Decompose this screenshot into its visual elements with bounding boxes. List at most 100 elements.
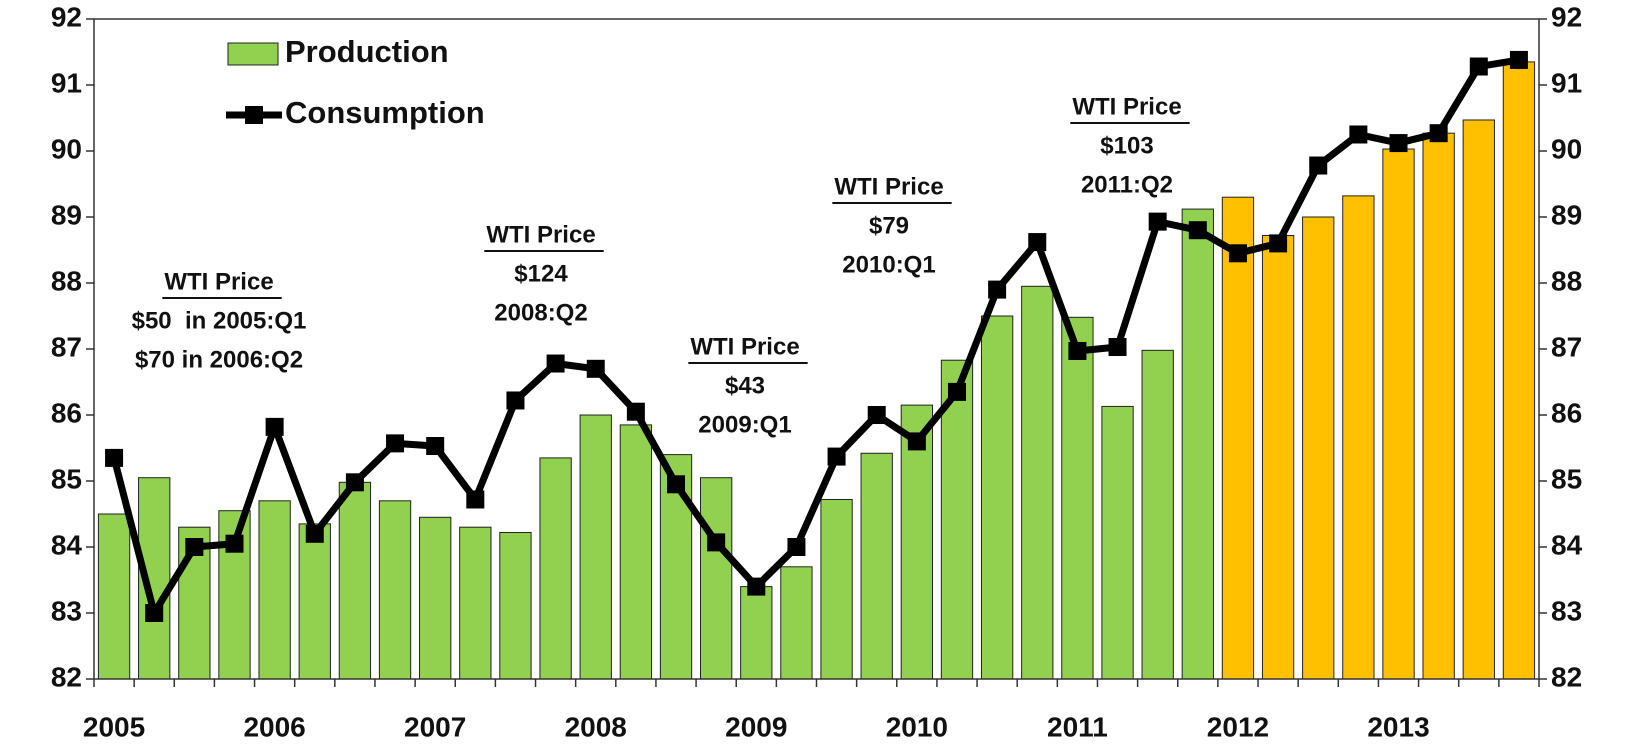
- bar: [1382, 148, 1415, 680]
- marker: [626, 402, 645, 421]
- y2-tick-label: 84: [1551, 529, 1583, 560]
- marker: [145, 604, 164, 622]
- y-tick-label: 82: [51, 661, 82, 692]
- marker: [345, 473, 364, 492]
- y2-tick-label: 89: [1551, 199, 1582, 230]
- bar: [1342, 195, 1375, 680]
- y2-tick-label: 88: [1551, 265, 1582, 296]
- x-tick-label: 2009: [725, 711, 787, 742]
- bar: [820, 498, 853, 680]
- x-tick-label: 2012: [1207, 711, 1269, 742]
- legend-swatch: [227, 42, 279, 66]
- bar: [298, 523, 331, 680]
- bar: [1302, 216, 1335, 680]
- legend-marker: [245, 106, 263, 124]
- bar: [97, 513, 131, 680]
- marker: [1509, 50, 1528, 69]
- x-tick-label: 2008: [565, 711, 627, 742]
- y-tick-label: 92: [51, 1, 82, 32]
- annotation-line: 2010:Q1: [842, 251, 935, 278]
- bar: [539, 457, 572, 680]
- annotation-title: WTI Price: [1072, 93, 1181, 120]
- marker: [1068, 341, 1087, 360]
- annotation-line: $70 in 2006:Q2: [135, 346, 303, 373]
- annotation-line: $124: [514, 260, 568, 287]
- bar: [419, 516, 452, 680]
- y2-tick-label: 87: [1551, 331, 1582, 362]
- marker: [787, 538, 806, 556]
- marker: [947, 382, 966, 401]
- annotation-line: $79: [869, 212, 909, 239]
- marker: [185, 538, 204, 556]
- legend-label: Production: [285, 34, 449, 69]
- y2-tick-label: 85: [1551, 463, 1582, 494]
- bar: [1502, 61, 1536, 680]
- bar: [499, 531, 532, 680]
- bar: [860, 452, 893, 680]
- annotation-title: WTI Price: [164, 268, 273, 295]
- marker: [707, 533, 726, 552]
- x-tick-label: 2007: [404, 711, 466, 742]
- marker: [1389, 134, 1408, 153]
- bar: [579, 414, 612, 680]
- marker: [1108, 338, 1127, 357]
- bar: [980, 315, 1014, 680]
- marker: [1148, 212, 1167, 231]
- annotation-title: WTI Price: [834, 173, 943, 200]
- bar: [780, 566, 813, 680]
- marker: [1349, 125, 1368, 144]
- marker: [265, 417, 284, 436]
- marker: [426, 437, 445, 456]
- x-tick-label: 2011: [1047, 711, 1108, 742]
- marker: [1188, 221, 1207, 240]
- y2-tick-label: 91: [1551, 67, 1582, 98]
- annotation-line: $50 in 2005:Q1: [132, 307, 307, 334]
- marker: [386, 434, 405, 453]
- annotation-line: $43: [725, 372, 765, 399]
- marker: [466, 490, 485, 509]
- bar: [740, 586, 773, 680]
- bar: [338, 481, 372, 680]
- bar: [1101, 405, 1134, 680]
- marker: [827, 447, 846, 466]
- bar: [1221, 196, 1255, 680]
- marker: [988, 280, 1007, 299]
- y-tick-label: 91: [51, 67, 82, 98]
- y-tick-label: 85: [51, 463, 82, 494]
- marker: [1469, 57, 1488, 76]
- bar: [940, 359, 974, 680]
- y2-tick-label: 92: [1551, 1, 1582, 32]
- marker: [546, 354, 565, 373]
- y-tick-label: 90: [51, 133, 82, 164]
- bar: [258, 500, 291, 680]
- y-tick-label: 86: [51, 397, 82, 428]
- legend-label: Consumption: [285, 95, 485, 130]
- marker: [586, 359, 605, 378]
- bar: [1141, 349, 1174, 680]
- marker: [907, 432, 926, 451]
- annotation-title: WTI Price: [486, 221, 595, 248]
- y-tick-label: 83: [51, 595, 82, 626]
- y-tick-label: 88: [51, 265, 82, 296]
- bar: [659, 454, 693, 680]
- x-tick-label: 2006: [243, 711, 305, 742]
- marker: [506, 391, 525, 410]
- bar: [1261, 234, 1295, 680]
- marker: [867, 406, 886, 424]
- y2-tick-label: 82: [1551, 661, 1582, 692]
- marker: [1429, 124, 1448, 143]
- annotation-line: 2009:Q1: [698, 411, 791, 438]
- bar: [619, 424, 653, 680]
- bar: [1422, 132, 1455, 680]
- bar: [459, 526, 492, 680]
- bar: [1462, 119, 1495, 680]
- bar: [378, 500, 412, 680]
- marker: [1309, 156, 1328, 175]
- x-tick-label: 2013: [1367, 711, 1429, 742]
- y2-tick-label: 83: [1551, 595, 1582, 626]
- y-tick-label: 87: [51, 331, 82, 362]
- marker: [305, 524, 324, 543]
- y2-tick-label: 90: [1551, 133, 1582, 164]
- bar: [1061, 316, 1094, 680]
